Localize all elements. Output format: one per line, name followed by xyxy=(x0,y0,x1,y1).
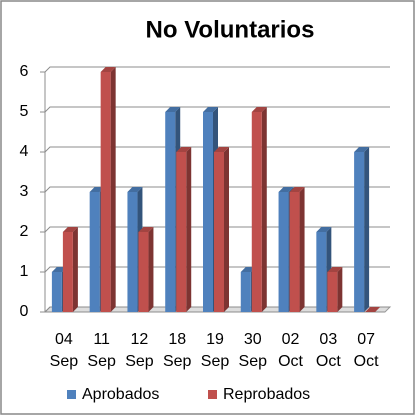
bar xyxy=(327,272,338,312)
bar-top xyxy=(354,147,370,152)
bar-side xyxy=(148,227,154,312)
bar-top xyxy=(278,187,294,192)
bar xyxy=(240,272,251,312)
grid-line xyxy=(44,146,390,153)
bar xyxy=(214,152,224,312)
x-tick-label: 11 Sep xyxy=(87,331,116,370)
legend-label: Reprobados xyxy=(223,386,310,403)
grid-line xyxy=(44,106,390,113)
bar xyxy=(100,72,111,312)
legend-swatch xyxy=(67,390,76,399)
grid-line xyxy=(44,306,390,313)
bar-side xyxy=(72,227,78,312)
x-tick-label: 04 Sep xyxy=(49,331,79,370)
bar xyxy=(138,232,149,312)
bar xyxy=(165,112,176,312)
legend-label: Aprobados xyxy=(82,386,159,403)
bar xyxy=(278,192,289,312)
bar-top xyxy=(365,307,381,312)
bar xyxy=(176,152,187,312)
y-tick-label: 6 xyxy=(20,63,29,80)
y-tick-label: 4 xyxy=(20,143,29,160)
bar-side xyxy=(224,147,229,312)
y-tick-label: 3 xyxy=(20,183,29,200)
y-tick-label: 2 xyxy=(20,223,29,240)
x-tick-label: 18 Sep xyxy=(162,331,192,370)
bar xyxy=(62,232,73,312)
bar-top xyxy=(62,227,78,232)
grid-line xyxy=(44,266,390,273)
bar xyxy=(316,232,327,312)
bar-top xyxy=(127,187,143,192)
bar xyxy=(51,272,62,312)
bar-top xyxy=(251,107,267,112)
bar-side xyxy=(110,67,116,312)
bar-top xyxy=(203,107,218,112)
x-tick-label: 12 Sep xyxy=(125,331,154,370)
bar-top xyxy=(214,147,229,152)
legend-swatch xyxy=(208,390,217,399)
y-tick-label: 0 xyxy=(20,303,29,320)
bar-top xyxy=(176,147,192,152)
bar-top xyxy=(327,267,343,272)
bar-top xyxy=(316,227,332,232)
bar xyxy=(251,112,262,312)
y-tick-label: 1 xyxy=(20,263,29,280)
x-tick-label: 19 Sep xyxy=(200,331,230,370)
bar-side xyxy=(186,147,192,312)
bar xyxy=(127,192,138,312)
bar-side xyxy=(261,107,267,312)
grid-line xyxy=(44,66,390,73)
bar xyxy=(89,192,100,312)
bar-top xyxy=(100,67,116,72)
x-tick-label: 03 Oct xyxy=(315,331,341,370)
bar xyxy=(203,112,213,312)
grid-line xyxy=(44,186,390,193)
bar xyxy=(354,152,365,312)
bar-top xyxy=(165,107,181,112)
x-tick-label: 30 Sep xyxy=(238,331,267,370)
bar xyxy=(289,192,300,312)
x-tick-label: 02 Oct xyxy=(278,331,303,370)
bar-side xyxy=(337,267,343,312)
bar-side xyxy=(299,187,305,312)
bar-top xyxy=(289,187,305,192)
y-tick-label: 5 xyxy=(20,103,29,120)
x-tick-label: 07 Oct xyxy=(353,331,379,370)
bar-side xyxy=(364,147,370,312)
chart-title: No Voluntarios xyxy=(146,16,315,43)
bar-top xyxy=(138,227,154,232)
grid-line xyxy=(44,226,390,233)
